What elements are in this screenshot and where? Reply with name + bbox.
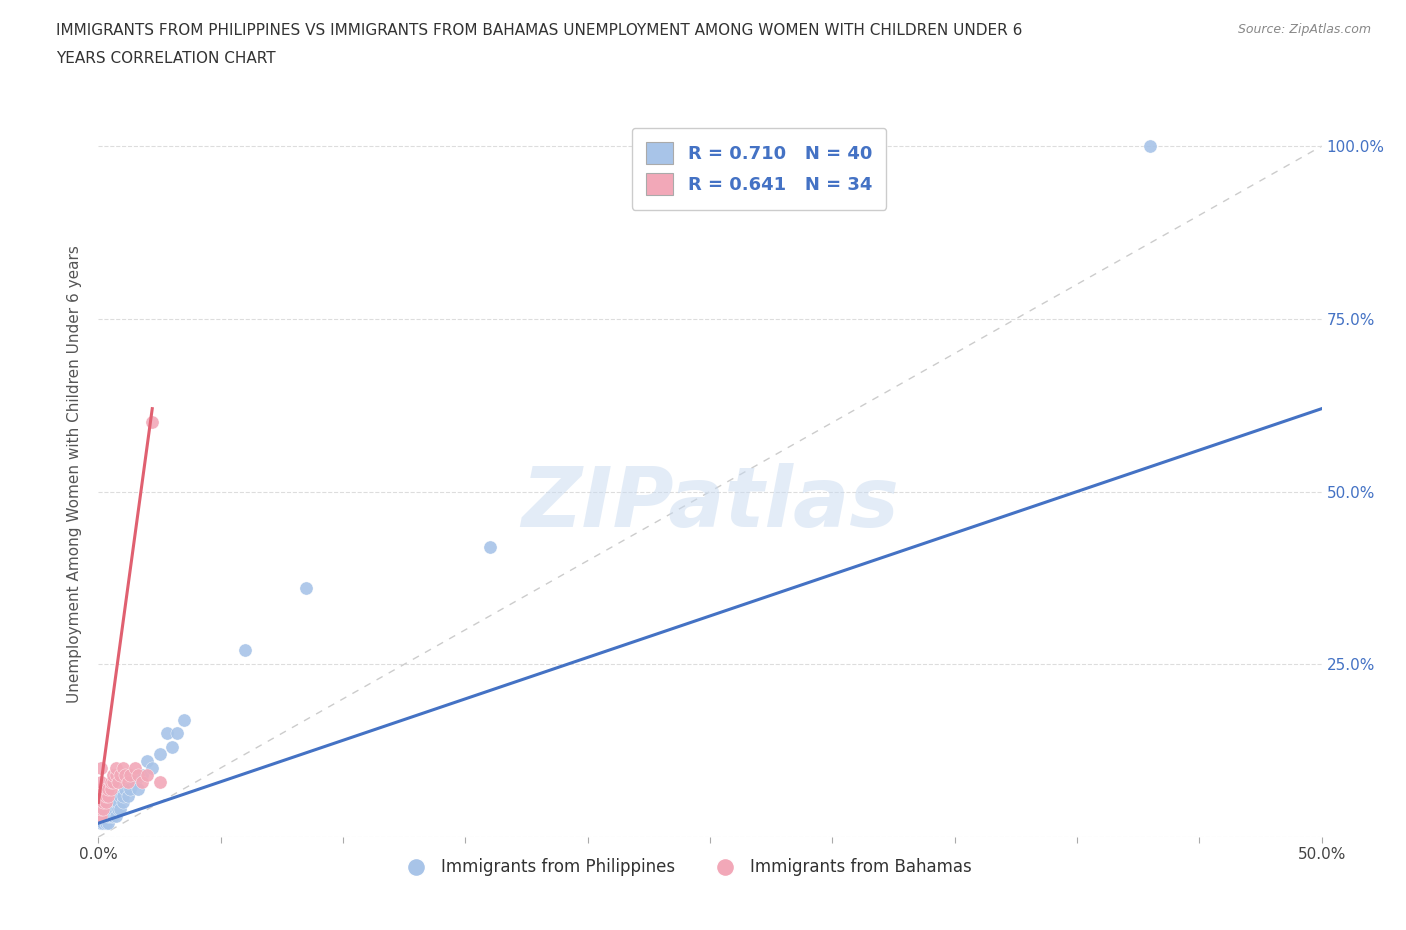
Point [91,816,114,830]
Point [89,809,111,824]
Point [90,816,112,830]
Point [107,775,129,790]
Point [90,788,112,803]
Text: ZIPatlas: ZIPatlas [522,463,898,544]
Point [1139,139,1161,153]
Point [90,809,112,824]
Point [156,726,179,741]
Point [104,795,127,810]
Point [107,795,129,810]
Point [100,775,122,790]
Point [90,761,112,776]
Point [149,775,172,790]
Point [97,802,120,817]
Text: YEARS CORRELATION CHART: YEARS CORRELATION CHART [56,51,276,66]
Point [91,809,114,824]
Point [124,775,146,790]
Point [124,761,146,776]
Point [110,767,132,782]
Point [97,788,120,803]
Point [478,539,501,554]
Text: Source: ZipAtlas.com: Source: ZipAtlas.com [1237,23,1371,36]
Point [107,802,129,817]
Point [101,809,124,824]
Point [120,781,142,796]
Point [110,788,132,803]
Point [120,767,142,782]
Point [97,809,120,824]
Y-axis label: Unemployment Among Women with Children Under 6 years: Unemployment Among Women with Children U… [67,246,83,703]
Point [100,809,122,824]
Point [141,415,163,430]
Point [101,775,124,790]
Point [90,795,112,810]
Point [94,809,117,824]
Point [104,761,127,776]
Point [127,781,149,796]
Point [166,726,188,741]
Point [110,802,132,817]
Point [117,788,139,803]
Point [100,781,122,796]
Point [111,788,134,803]
Point [91,802,114,817]
Point [136,767,159,782]
Point [90,775,112,790]
Point [91,795,114,810]
Point [91,802,114,817]
Point [149,747,172,762]
Point [94,816,117,830]
Point [90,802,112,817]
Point [101,767,124,782]
Point [131,767,153,782]
Point [97,781,120,796]
Point [173,712,195,727]
Point [101,802,124,817]
Point [141,761,163,776]
Point [94,795,117,810]
Legend: Immigrants from Philippines, Immigrants from Bahamas: Immigrants from Philippines, Immigrants … [392,852,979,883]
Point [131,775,153,790]
Point [94,802,117,817]
Point [111,761,134,776]
Point [90,781,112,796]
Point [97,816,120,830]
Point [136,753,159,768]
Point [111,795,134,810]
Point [117,775,139,790]
Point [104,809,127,824]
Point [127,767,149,782]
Point [104,767,127,782]
Text: IMMIGRANTS FROM PHILIPPINES VS IMMIGRANTS FROM BAHAMAS UNEMPLOYMENT AMONG WOMEN : IMMIGRANTS FROM PHILIPPINES VS IMMIGRANT… [56,23,1022,38]
Point [91,788,114,803]
Point [295,581,318,596]
Point [94,788,117,803]
Point [233,643,256,658]
Point [114,781,136,796]
Point [90,809,112,824]
Point [100,802,122,817]
Point [160,739,183,754]
Point [94,781,117,796]
Point [114,767,136,782]
